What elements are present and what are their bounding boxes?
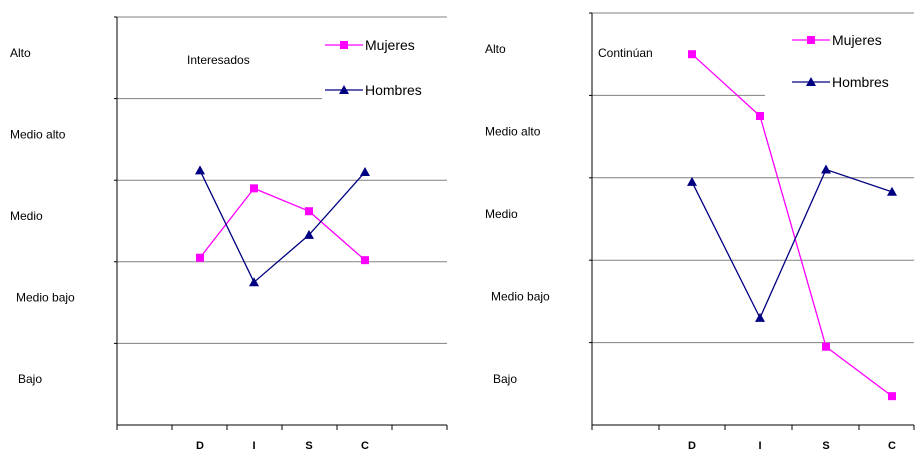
level-label: Alto xyxy=(485,42,506,56)
level-label: Bajo xyxy=(18,372,42,386)
data-point-hombres xyxy=(304,229,314,239)
series-line-hombres xyxy=(691,168,893,320)
level-label: Bajo xyxy=(493,372,517,386)
data-point-mujeres xyxy=(888,392,896,401)
data-point-hombres xyxy=(821,164,831,174)
category-label: C xyxy=(888,440,896,452)
legend: Mujeres Hombres xyxy=(792,32,889,90)
category-label: S xyxy=(305,440,312,452)
category-label: I xyxy=(758,440,761,452)
category-label: I xyxy=(252,440,255,452)
legend-label: Mujeres xyxy=(832,32,882,48)
level-label: Medio alto xyxy=(10,127,66,141)
legend-marker xyxy=(340,41,348,49)
series-line-mujeres xyxy=(199,187,366,261)
legend-marker xyxy=(807,36,815,44)
category-label: C xyxy=(361,440,369,452)
data-point-mujeres xyxy=(250,184,258,193)
legend-label: Mujeres xyxy=(365,37,415,53)
data-point-hombres xyxy=(195,165,205,175)
legend: Mujeres Hombres xyxy=(325,37,422,98)
axes xyxy=(114,16,448,430)
gridlines xyxy=(117,16,447,344)
level-label: Medio xyxy=(10,209,43,223)
level-labels: Alto Medio alto Medio Medio bajo Bajo xyxy=(10,46,75,386)
level-label: Medio bajo xyxy=(491,289,550,303)
data-point-hombres xyxy=(360,167,370,177)
chart-interesados: Alto Medio alto Medio Medio bajo Bajo Intere… xyxy=(10,16,448,452)
data-point-mujeres xyxy=(361,256,369,265)
legend-label: Hombres xyxy=(832,74,889,90)
legend-label: Hombres xyxy=(365,82,422,98)
legend-marker xyxy=(339,85,349,94)
data-point-mujeres xyxy=(305,207,313,216)
data-point-mujeres xyxy=(756,112,764,120)
series-lines xyxy=(199,170,366,284)
data-point-mujeres xyxy=(822,342,830,351)
data-point-mujeres xyxy=(688,50,696,59)
category-label: S xyxy=(822,440,829,452)
category-label: D xyxy=(196,440,204,452)
series-lines xyxy=(691,53,893,397)
category-label: D xyxy=(688,440,696,452)
data-point-hombres xyxy=(755,312,765,322)
level-label: Medio bajo xyxy=(16,291,75,305)
data-point-hombres xyxy=(687,176,697,186)
chart-continuan: Alto Medio alto Medio Medio bajo Bajo Contin… xyxy=(485,12,915,452)
gridlines xyxy=(592,12,914,344)
series-line-hombres xyxy=(199,170,366,284)
data-point-hombres xyxy=(887,186,897,196)
axes xyxy=(589,12,915,430)
series-markers xyxy=(195,165,370,287)
chart-title: Interesados xyxy=(187,53,250,67)
legend-marker xyxy=(806,77,816,86)
data-point-mujeres xyxy=(196,253,204,262)
level-label: Medio alto xyxy=(485,125,541,139)
level-label: Medio xyxy=(485,207,518,221)
series-markers xyxy=(687,50,897,401)
level-labels: Alto Medio alto Medio Medio bajo Bajo xyxy=(485,42,550,386)
chart-title: Continúan xyxy=(598,46,653,60)
series-line-mujeres xyxy=(691,53,893,397)
data-point-hombres xyxy=(249,277,259,287)
level-label: Alto xyxy=(10,46,31,60)
